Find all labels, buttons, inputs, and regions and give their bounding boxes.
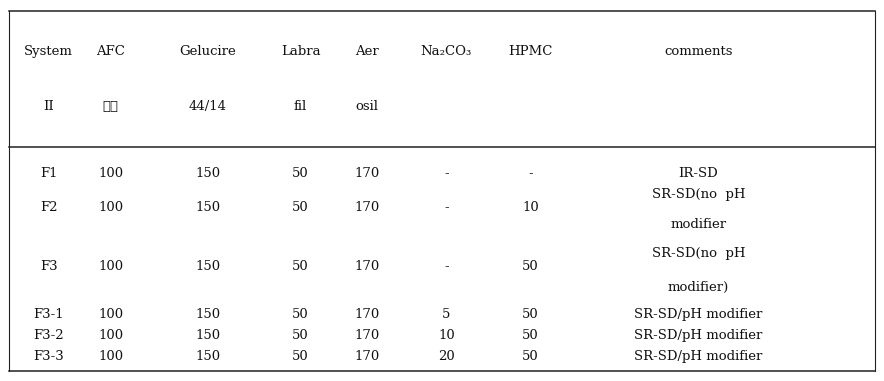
Text: II: II	[43, 100, 54, 113]
Text: 20: 20	[438, 350, 454, 363]
Text: 100: 100	[98, 260, 123, 273]
Text: -: -	[528, 167, 533, 180]
Text: 170: 170	[354, 167, 379, 180]
Text: SR-SD/pH modifier: SR-SD/pH modifier	[634, 308, 763, 321]
Text: F3-1: F3-1	[34, 308, 64, 321]
Text: 50: 50	[522, 308, 538, 321]
Text: 100: 100	[98, 201, 123, 214]
Text: 50: 50	[293, 308, 309, 321]
Text: 100: 100	[98, 329, 123, 342]
Text: 100: 100	[98, 167, 123, 180]
Text: 50: 50	[293, 167, 309, 180]
Text: 약물: 약물	[103, 100, 118, 113]
Text: 10: 10	[522, 201, 538, 214]
Text: 170: 170	[354, 329, 379, 342]
Text: -: -	[444, 260, 449, 273]
Text: modifier: modifier	[670, 218, 727, 231]
Text: 170: 170	[354, 308, 379, 321]
Text: 50: 50	[293, 260, 309, 273]
Text: osil: osil	[355, 100, 378, 113]
Text: 170: 170	[354, 260, 379, 273]
Text: Gelucire: Gelucire	[179, 45, 236, 58]
Text: 44/14: 44/14	[189, 100, 226, 113]
Text: 150: 150	[195, 329, 220, 342]
Text: -: -	[444, 167, 449, 180]
Text: SR-SD(no  pH: SR-SD(no pH	[652, 188, 745, 201]
Text: SR-SD/pH modifier: SR-SD/pH modifier	[634, 350, 763, 363]
Text: 150: 150	[195, 167, 220, 180]
Text: F3-2: F3-2	[34, 329, 64, 342]
Text: SR-SD/pH modifier: SR-SD/pH modifier	[634, 329, 763, 342]
Text: AFC: AFC	[96, 45, 125, 58]
Text: System: System	[24, 45, 73, 58]
Text: Na₂CO₃: Na₂CO₃	[421, 45, 472, 58]
Text: 50: 50	[293, 201, 309, 214]
Text: 100: 100	[98, 350, 123, 363]
Text: comments: comments	[664, 45, 733, 58]
Text: 50: 50	[522, 329, 538, 342]
Text: F1: F1	[40, 167, 57, 180]
Text: 150: 150	[195, 260, 220, 273]
Text: F2: F2	[40, 201, 57, 214]
Text: 170: 170	[354, 350, 379, 363]
Text: 10: 10	[438, 329, 454, 342]
Text: 50: 50	[522, 260, 538, 273]
Text: Aer: Aer	[355, 45, 378, 58]
Text: 150: 150	[195, 308, 220, 321]
Text: SR-SD(no  pH: SR-SD(no pH	[652, 247, 745, 260]
Text: F3: F3	[40, 260, 57, 273]
Text: -: -	[444, 201, 449, 214]
Text: F3-3: F3-3	[34, 350, 64, 363]
Text: 100: 100	[98, 308, 123, 321]
Text: Labra: Labra	[281, 45, 320, 58]
Text: modifier): modifier)	[667, 281, 729, 294]
Text: 50: 50	[293, 350, 309, 363]
Text: 50: 50	[522, 350, 538, 363]
Text: 5: 5	[442, 308, 451, 321]
Text: 150: 150	[195, 201, 220, 214]
Text: 170: 170	[354, 201, 379, 214]
Text: fil: fil	[294, 100, 307, 113]
Text: HPMC: HPMC	[508, 45, 552, 58]
Text: IR-SD: IR-SD	[679, 167, 718, 180]
Text: 50: 50	[293, 329, 309, 342]
Text: 150: 150	[195, 350, 220, 363]
